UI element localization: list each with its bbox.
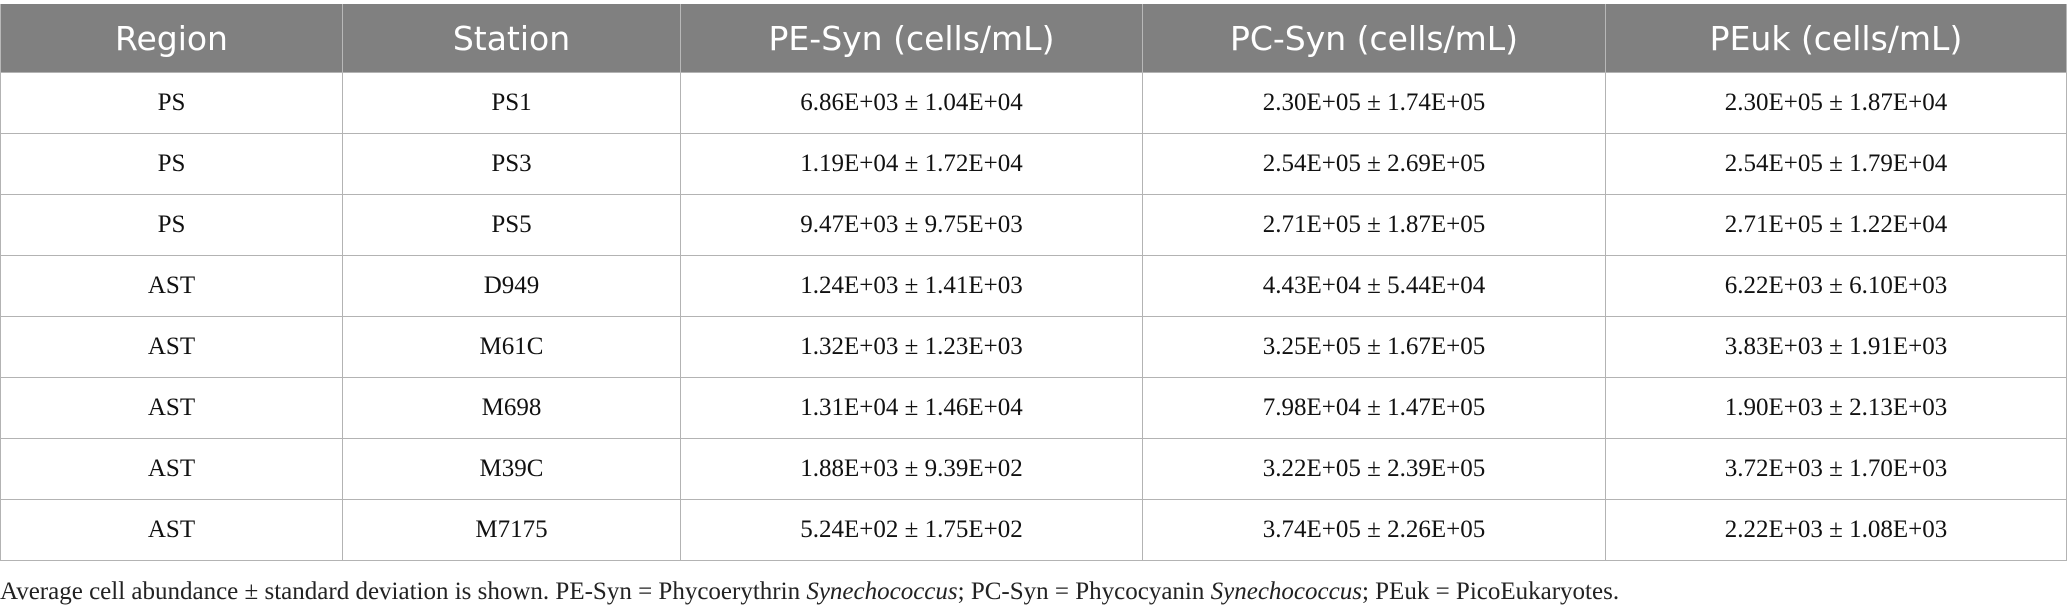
cell-peuk: 1.90E+03 ± 2.13E+03 — [1605, 377, 2067, 439]
table-row: PS PS1 6.86E+03 ± 1.04E+04 2.30E+05 ± 1.… — [0, 72, 2067, 134]
header-pc-syn: PC-Syn (cells/mL) — [1142, 4, 1606, 73]
cell-peuk: 2.30E+05 ± 1.87E+04 — [1605, 72, 2067, 134]
table-row: AST M698 1.31E+04 ± 1.46E+04 7.98E+04 ± … — [0, 377, 2067, 439]
footnote-italic-2: Synechococcus — [1210, 578, 1362, 605]
cell-peuk: 3.83E+03 ± 1.91E+03 — [1605, 316, 2067, 378]
cell-peuk: 2.22E+03 ± 1.08E+03 — [1605, 499, 2067, 561]
cell-region: PS — [0, 133, 343, 195]
cell-peuk: 3.72E+03 ± 1.70E+03 — [1605, 438, 2067, 500]
cell-pe-syn: 1.88E+03 ± 9.39E+02 — [680, 438, 1143, 500]
cell-pc-syn: 3.25E+05 ± 1.67E+05 — [1142, 316, 1606, 378]
header-region: Region — [0, 4, 343, 73]
footnote-text-2: ; PC-Syn = Phycocyanin — [957, 578, 1211, 605]
abundance-table-container: Region Station PE-Syn (cells/mL) PC-Syn … — [0, 4, 2067, 561]
cell-region: AST — [0, 438, 343, 500]
table-row: AST D949 1.24E+03 ± 1.41E+03 4.43E+04 ± … — [0, 255, 2067, 317]
cell-pc-syn: 2.54E+05 ± 2.69E+05 — [1142, 133, 1606, 195]
cell-pc-syn: 3.74E+05 ± 2.26E+05 — [1142, 499, 1606, 561]
cell-pe-syn: 1.31E+04 ± 1.46E+04 — [680, 377, 1143, 439]
cell-region: PS — [0, 72, 343, 134]
cell-station: PS5 — [342, 194, 681, 256]
cell-region: AST — [0, 377, 343, 439]
cell-peuk: 2.71E+05 ± 1.22E+04 — [1605, 194, 2067, 256]
cell-pc-syn: 4.43E+04 ± 5.44E+04 — [1142, 255, 1606, 317]
cell-pe-syn: 5.24E+02 ± 1.75E+02 — [680, 499, 1143, 561]
cell-pc-syn: 7.98E+04 ± 1.47E+05 — [1142, 377, 1606, 439]
cell-pc-syn: 2.71E+05 ± 1.87E+05 — [1142, 194, 1606, 256]
header-pe-syn: PE-Syn (cells/mL) — [680, 4, 1143, 73]
footnote-text-1: Average cell abundance ± standard deviat… — [0, 578, 807, 605]
cell-region: PS — [0, 194, 343, 256]
cell-peuk: 2.54E+05 ± 1.79E+04 — [1605, 133, 2067, 195]
table-footnote: Average cell abundance ± standard deviat… — [0, 578, 1619, 606]
table-row: AST M39C 1.88E+03 ± 9.39E+02 3.22E+05 ± … — [0, 438, 2067, 500]
cell-region: AST — [0, 499, 343, 561]
table-row: PS PS5 9.47E+03 ± 9.75E+03 2.71E+05 ± 1.… — [0, 194, 2067, 256]
cell-region: AST — [0, 316, 343, 378]
cell-pe-syn: 1.32E+03 ± 1.23E+03 — [680, 316, 1143, 378]
header-station: Station — [342, 4, 681, 73]
cell-pe-syn: 9.47E+03 ± 9.75E+03 — [680, 194, 1143, 256]
cell-region: AST — [0, 255, 343, 317]
cell-station: M698 — [342, 377, 681, 439]
cell-station: M61C — [342, 316, 681, 378]
table-row: AST M61C 1.32E+03 ± 1.23E+03 3.25E+05 ± … — [0, 316, 2067, 378]
cell-peuk: 6.22E+03 ± 6.10E+03 — [1605, 255, 2067, 317]
cell-pc-syn: 3.22E+05 ± 2.39E+05 — [1142, 438, 1606, 500]
cell-station: M39C — [342, 438, 681, 500]
table-row: AST M7175 5.24E+02 ± 1.75E+02 3.74E+05 ±… — [0, 499, 2067, 561]
footnote-text-3: ; PEuk = PicoEukaryotes. — [1361, 578, 1620, 605]
header-peuk: PEuk (cells/mL) — [1605, 4, 2067, 73]
cell-pe-syn: 1.24E+03 ± 1.41E+03 — [680, 255, 1143, 317]
cell-station: PS3 — [342, 133, 681, 195]
cell-pe-syn: 6.86E+03 ± 1.04E+04 — [680, 72, 1143, 134]
table-header-row: Region Station PE-Syn (cells/mL) PC-Syn … — [0, 4, 2067, 73]
footnote-italic-1: Synechococcus — [806, 578, 958, 605]
cell-station: PS1 — [342, 72, 681, 134]
abundance-table: Region Station PE-Syn (cells/mL) PC-Syn … — [0, 4, 2067, 561]
table-row: PS PS3 1.19E+04 ± 1.72E+04 2.54E+05 ± 2.… — [0, 133, 2067, 195]
cell-station: D949 — [342, 255, 681, 317]
cell-pc-syn: 2.30E+05 ± 1.74E+05 — [1142, 72, 1606, 134]
cell-station: M7175 — [342, 499, 681, 561]
cell-pe-syn: 1.19E+04 ± 1.72E+04 — [680, 133, 1143, 195]
